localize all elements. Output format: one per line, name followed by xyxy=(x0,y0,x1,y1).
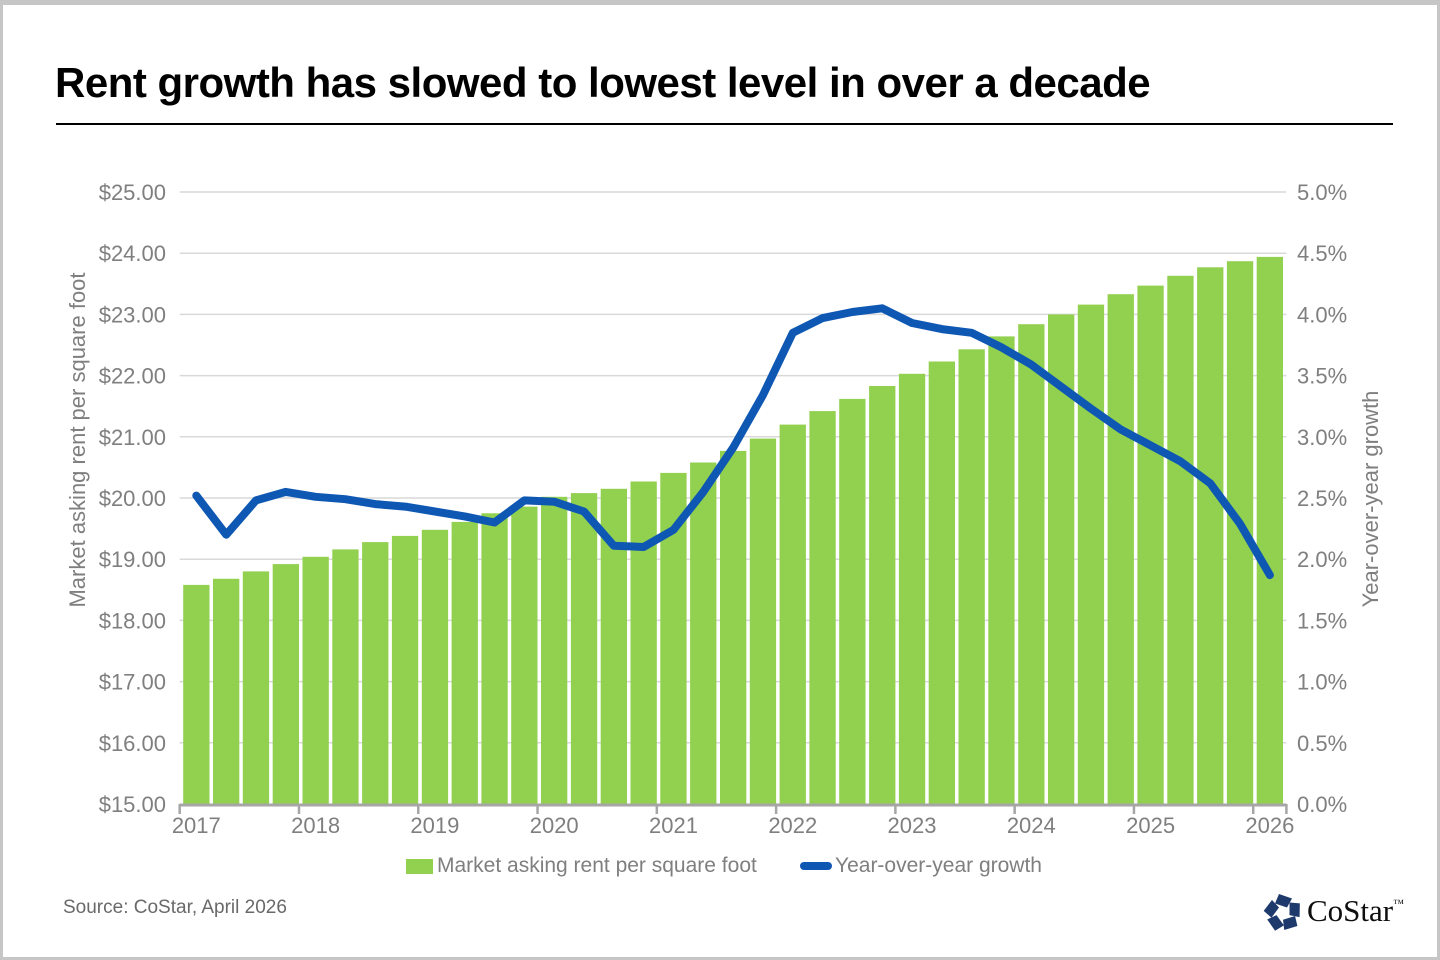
source-note: Source: CoStar, April 2026 xyxy=(63,897,287,918)
right-axis-tick-label: 0.5% xyxy=(1297,731,1347,756)
rent-bar-2022-q1 xyxy=(779,424,806,804)
x-axis-year-label: 2023 xyxy=(888,813,937,838)
rent-bar-2022-q2 xyxy=(809,411,836,804)
x-axis-year-label: 2022 xyxy=(768,813,817,838)
rent-bar-2021-q2 xyxy=(690,462,717,804)
left-axis-tick-label: $21.00 xyxy=(99,425,166,450)
rent-bar-2018-q2 xyxy=(332,549,359,804)
rent-bar-2025-q3 xyxy=(1197,267,1224,804)
rent-bar-2022-q4 xyxy=(869,386,896,804)
right-axis-tick-label: 2.0% xyxy=(1297,547,1347,572)
costar-logo: CoStar™ xyxy=(1262,889,1412,937)
right-axis-tick-label: 1.0% xyxy=(1297,670,1347,695)
x-axis-year-label: 2017 xyxy=(172,813,221,838)
left-axis-tick-label: $20.00 xyxy=(99,486,166,511)
right-axis-tick-label: 0.0% xyxy=(1297,792,1347,817)
rent-bar-2019-q2 xyxy=(451,521,478,804)
left-axis-tick-label: $23.00 xyxy=(99,302,166,327)
left-axis-tick-label: $24.00 xyxy=(99,241,166,266)
costar-logo-text: CoStar™ xyxy=(1307,893,1404,928)
legend-label-growth: Year-over-year growth xyxy=(835,854,1042,877)
x-axis-year-label: 2025 xyxy=(1126,813,1175,838)
rent-bar-2017-q3 xyxy=(242,571,270,804)
rent-bar-2024-q3 xyxy=(1077,304,1105,804)
left-axis-tick-label: $25.00 xyxy=(99,180,166,205)
left-axis-tick-label: $19.00 xyxy=(99,547,166,572)
costar-pinwheel-icon xyxy=(1263,894,1300,931)
right-axis-tick-label: 5.0% xyxy=(1297,180,1347,205)
rent-bar-2019-q4 xyxy=(511,506,538,804)
rent-bar-2018-q3 xyxy=(362,542,389,804)
rent-series-swatch-icon xyxy=(406,858,433,874)
rent-bar-2018-q4 xyxy=(391,535,419,804)
rent-bar-2017-q2 xyxy=(213,578,240,804)
rent-bar-2026-q1 xyxy=(1256,256,1283,804)
rent-bar-2024-q4 xyxy=(1107,294,1134,804)
rent-bar-2022-q3 xyxy=(839,398,866,804)
rent-bar-2025-q1 xyxy=(1137,285,1164,805)
left-axis-tick-label: $18.00 xyxy=(99,608,166,633)
combo-chart: $15.00 $16.00 $17.00 $18.00 $19.00 $20.00 $21.… xyxy=(99,180,1347,838)
growth-line xyxy=(192,304,1274,580)
rent-bar-2023-q4 xyxy=(988,336,1015,804)
right-axis-tick-label: 3.0% xyxy=(1297,425,1347,450)
right-axis-title: Year-over-year growth xyxy=(1358,390,1383,608)
rent-bar-2023-q3 xyxy=(958,349,985,804)
right-axis-tick-label: 1.5% xyxy=(1297,608,1347,633)
legend-label-rent: Market asking rent per square foot xyxy=(437,854,757,877)
x-axis-year-label: 2019 xyxy=(410,813,459,838)
rent-bar-2020-q2 xyxy=(570,493,598,804)
rent-bar-2024-q1 xyxy=(1018,324,1045,804)
rent-bar-2018-q1 xyxy=(302,556,329,804)
left-axis-tick-label: $15.00 xyxy=(99,792,166,817)
legend-item-growth: Year-over-year growth xyxy=(800,854,1042,878)
legend-item-rent: Market asking rent per square foot xyxy=(406,854,757,878)
page-title: Rent growth has slowed to lowest level i… xyxy=(55,59,1151,106)
rent-bar-2023-q1 xyxy=(898,373,926,804)
x-axis-year-label: 2020 xyxy=(530,813,579,838)
rent-bar-2021-q4 xyxy=(749,438,777,804)
left-axis-tick-label: $16.00 xyxy=(99,731,166,756)
rent-bar-2017-q4 xyxy=(272,564,299,804)
rent-bar-2023-q2 xyxy=(928,361,955,804)
rent-bar-2025-q2 xyxy=(1167,275,1194,804)
x-axis-year-label: 2024 xyxy=(1007,813,1056,838)
right-axis-tick-label: 4.0% xyxy=(1297,302,1347,327)
x-axis-year-label: 2018 xyxy=(291,813,340,838)
left-axis-tick-label: $17.00 xyxy=(99,670,166,695)
left-axis-tick-label: $22.00 xyxy=(99,364,166,389)
right-axis-tick-label: 3.5% xyxy=(1297,364,1347,389)
rent-bar-2017-q1 xyxy=(183,584,210,804)
right-axis-tick-label: 4.5% xyxy=(1297,241,1347,266)
rent-bar-2020-q4 xyxy=(630,481,657,804)
rent-bar-2021-q3 xyxy=(720,450,747,804)
rent-bar-2020-q1 xyxy=(541,496,568,804)
rent-bar-2019-q3 xyxy=(481,513,508,804)
right-axis-tick-label: 2.5% xyxy=(1297,486,1347,511)
x-axis-year-label: 2026 xyxy=(1245,813,1294,838)
rent-bar-2019-q1 xyxy=(421,529,449,804)
trademark-symbol: ™ xyxy=(1393,898,1404,910)
x-axis-year-label: 2021 xyxy=(649,813,698,838)
left-axis-title: Market asking rent per square foot xyxy=(65,272,90,608)
growth-series-swatch-icon xyxy=(800,862,832,870)
title-divider xyxy=(56,123,1393,125)
